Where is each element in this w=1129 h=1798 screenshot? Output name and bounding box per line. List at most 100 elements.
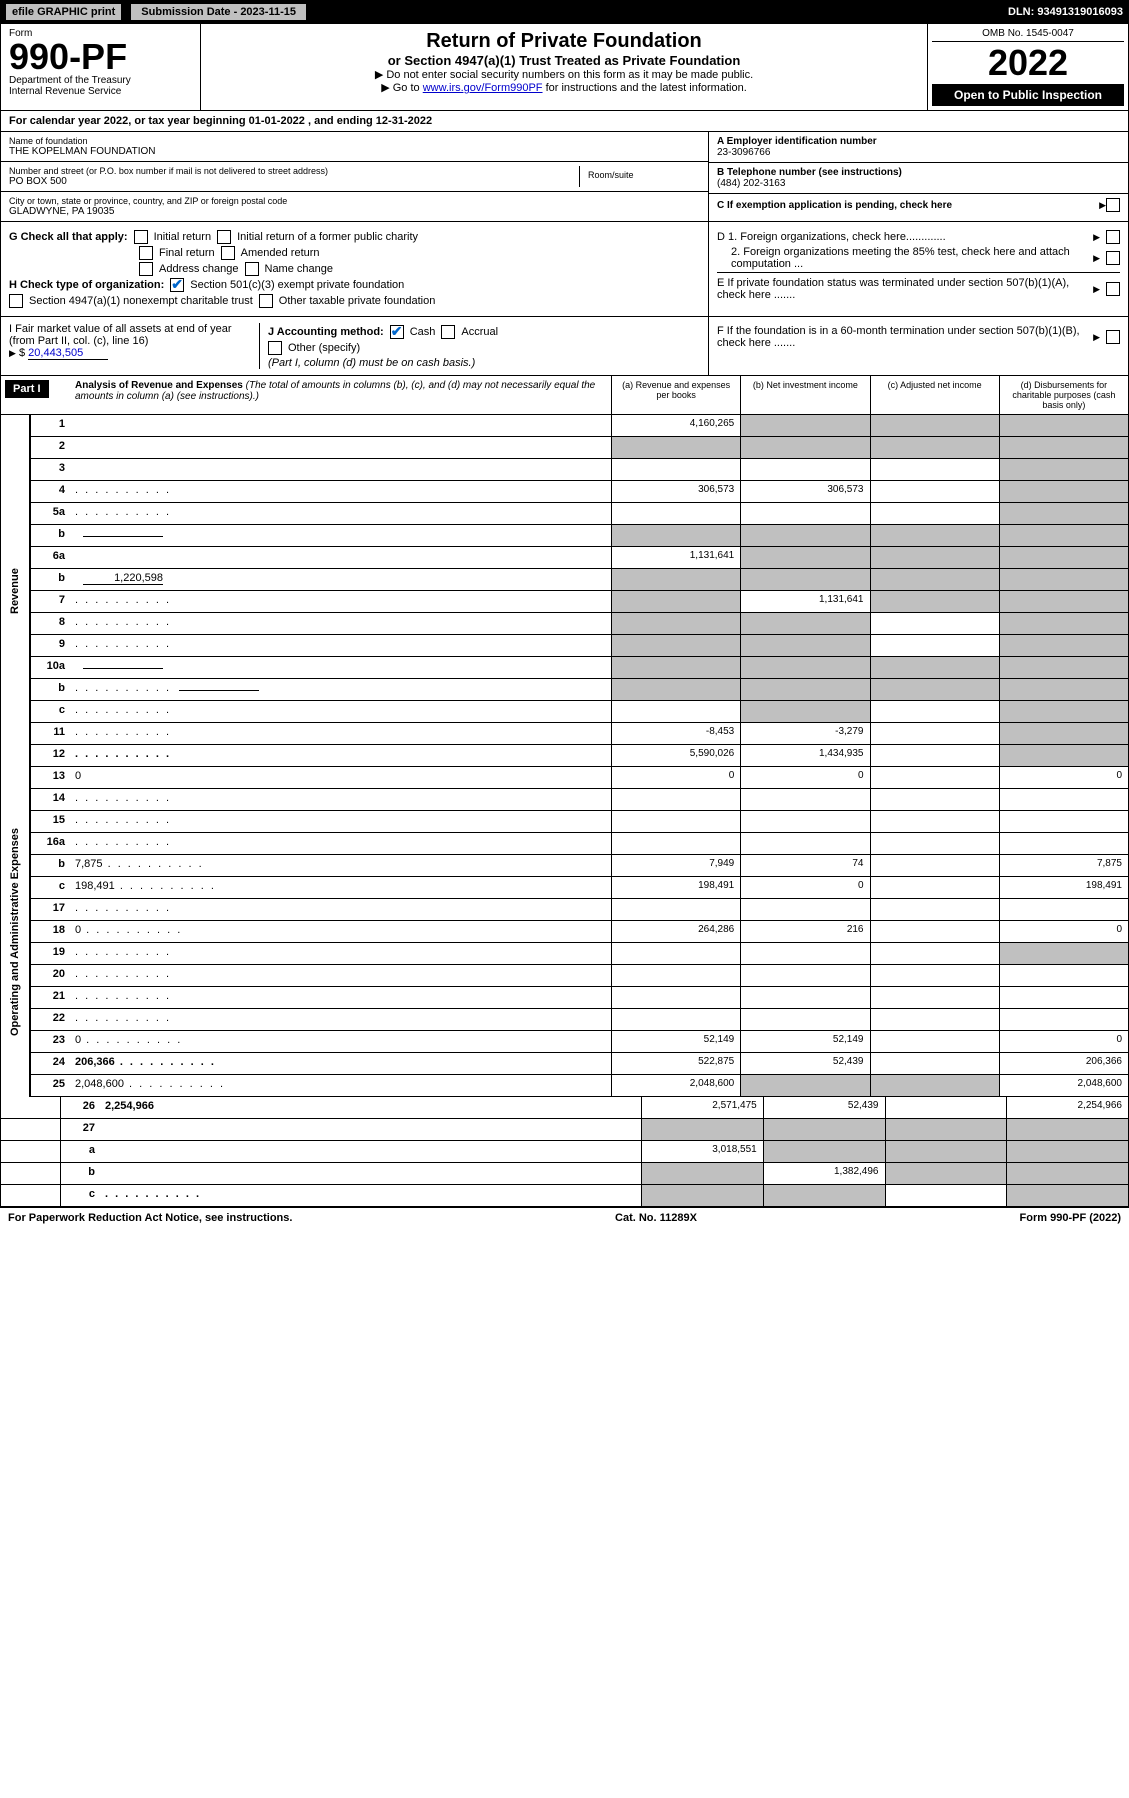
table-row: 23052,14952,1490 (30, 1031, 1129, 1053)
col-b-value (740, 459, 869, 480)
col-c-value (870, 1009, 999, 1030)
table-row: b7,8757,949747,875 (30, 855, 1129, 877)
g-amended-checkbox[interactable] (221, 246, 235, 260)
g-initial-public-checkbox[interactable] (217, 230, 231, 244)
j-accrual-checkbox[interactable] (441, 325, 455, 339)
top-bar: efile GRAPHIC print Submission Date - 20… (0, 0, 1129, 24)
inline-value (83, 668, 163, 669)
c-checkbox[interactable] (1106, 198, 1120, 212)
line-number: 20 (31, 965, 71, 986)
line-number: 5a (31, 503, 71, 524)
h-other-checkbox[interactable] (259, 294, 273, 308)
col-c-value (870, 877, 999, 898)
col-a-value: 264,286 (611, 921, 740, 942)
line-description (71, 437, 611, 458)
h-4947-checkbox[interactable] (9, 294, 23, 308)
inline-value (83, 536, 163, 537)
j-note: (Part I, column (d) must be on cash basi… (268, 357, 700, 369)
col-d-value (999, 437, 1128, 458)
col-b-value (740, 701, 869, 722)
col-c-value (870, 811, 999, 832)
e-checkbox[interactable] (1106, 282, 1120, 296)
col-d-value (999, 415, 1128, 436)
table-row: a3,018,551 (0, 1141, 1129, 1163)
g-address-checkbox[interactable] (139, 262, 153, 276)
col-c-value (870, 459, 999, 480)
dept-irs: Internal Revenue Service (9, 86, 192, 97)
line-description (71, 745, 611, 766)
col-c-value (870, 657, 999, 678)
col-a-value: 522,875 (611, 1053, 740, 1074)
table-row: 17 (30, 899, 1129, 921)
col-c-value (885, 1163, 1007, 1184)
line-number: 18 (31, 921, 71, 942)
col-a-value: 52,149 (611, 1031, 740, 1052)
tax-year: 2022 (932, 42, 1124, 84)
line-number: c (61, 1185, 101, 1206)
line-description (71, 723, 611, 744)
col-b-header: (b) Net investment income (740, 376, 869, 414)
line-description: 0 (71, 767, 611, 788)
col-a-value (611, 569, 740, 590)
footer-mid: Cat. No. 11289X (615, 1212, 697, 1224)
irs-link[interactable]: www.irs.gov/Form990PF (423, 82, 543, 94)
col-a-value: 4,160,265 (611, 415, 740, 436)
col-a-value: 5,590,026 (611, 745, 740, 766)
line-description: 0 (71, 1031, 611, 1052)
g-name-checkbox[interactable] (245, 262, 259, 276)
table-row: 8 (30, 613, 1129, 635)
col-d-value: 0 (999, 921, 1128, 942)
line-description (101, 1163, 641, 1184)
g-initial-checkbox[interactable] (134, 230, 148, 244)
line-number: 2 (31, 437, 71, 458)
line-number: b (31, 855, 71, 876)
j-other-checkbox[interactable] (268, 341, 282, 355)
d2-checkbox[interactable] (1106, 251, 1120, 265)
line-description: 2,254,966 (101, 1097, 641, 1118)
col-a-value: 2,571,475 (641, 1097, 763, 1118)
addr-label: Number and street (or P.O. box number if… (9, 166, 579, 176)
table-row: 262,254,9662,571,47552,4392,254,966 (0, 1097, 1129, 1119)
col-c-value (870, 789, 999, 810)
col-c-value (870, 965, 999, 986)
col-b-value: 52,439 (740, 1053, 869, 1074)
col-d-value (1006, 1119, 1128, 1140)
col-a-value (611, 613, 740, 634)
line-number: b (31, 569, 71, 590)
line-description: 1,220,598 (71, 569, 611, 590)
table-row: c198,491198,4910198,491 (30, 877, 1129, 899)
line-description (71, 613, 611, 634)
table-row: 20 (30, 965, 1129, 987)
col-c-value (870, 987, 999, 1008)
line-description (71, 415, 611, 436)
col-a-value (611, 987, 740, 1008)
col-c-value (885, 1141, 1007, 1162)
col-d-value (1006, 1185, 1128, 1206)
line-description (71, 789, 611, 810)
col-b-value (740, 679, 869, 700)
i-label: I Fair market value of all assets at end… (9, 323, 259, 347)
g-final-checkbox[interactable] (139, 246, 153, 260)
line-number: b (31, 679, 71, 700)
room-label: Room/suite (588, 170, 692, 180)
table-row: 252,048,6002,048,6002,048,600 (30, 1075, 1129, 1097)
line-description (71, 657, 611, 678)
line-number: c (31, 877, 71, 898)
e-label: E If private foundation status was termi… (717, 277, 1087, 301)
f-checkbox[interactable] (1106, 330, 1120, 344)
col-b-value: 0 (740, 767, 869, 788)
col-b-value (763, 1119, 885, 1140)
i-value: 20,443,505 (28, 347, 108, 360)
h-501c3-checkbox[interactable] (170, 278, 184, 292)
d1-checkbox[interactable] (1106, 230, 1120, 244)
col-b-value (740, 899, 869, 920)
col-a-value (611, 833, 740, 854)
line-number: 1 (31, 415, 71, 436)
col-b-value (740, 503, 869, 524)
table-row: b1,220,598 (30, 569, 1129, 591)
col-d-value: 198,491 (999, 877, 1128, 898)
col-c-value (870, 921, 999, 942)
j-cash-checkbox[interactable] (390, 325, 404, 339)
line-description (71, 503, 611, 524)
name-label: Name of foundation (9, 136, 700, 146)
